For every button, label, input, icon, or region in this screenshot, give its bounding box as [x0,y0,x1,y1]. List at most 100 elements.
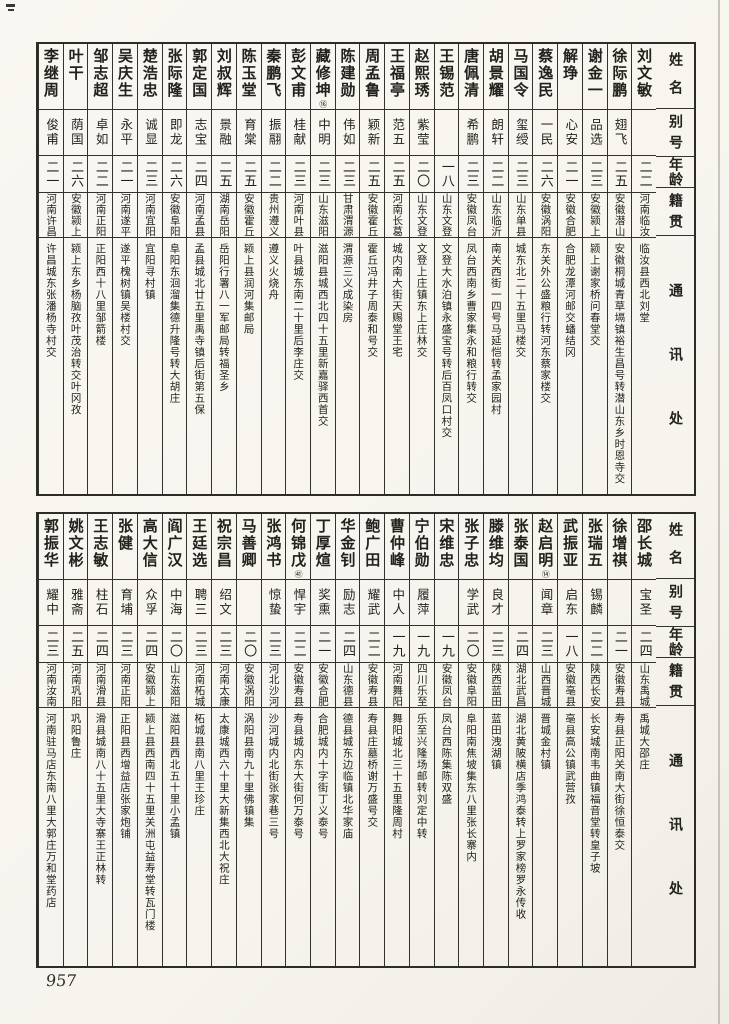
person-name: 吴庆生 [116,48,135,99]
person-name: 王志敏 [91,518,110,569]
person-age: 二五 [241,160,257,188]
address-cell: 文登上庄镇东上庄林交 [410,238,434,494]
age-cell: 一九 [409,626,434,663]
age-cell: 一八 [558,626,582,663]
person-alias: 宝圣 [637,588,653,617]
address-cell: 南关西街一四号马延恺转孟家园村 [484,238,508,494]
person-address: 颍上县西南四十五里关洲屯益寿堂转瓦门楼 [143,713,156,932]
person-native-place: 山东文登 [440,193,453,237]
address-cell: 凤台西陈集陈双盛 [435,708,459,966]
name-text-wrap: 马国令 [512,48,530,99]
header-native-label: 籍贯 [656,188,694,236]
alias-cell: 志宝 [187,110,212,156]
person-name: 叶干 [66,48,85,82]
header-alias-label: 别号 [656,579,694,627]
alias-cell: 众孚 [137,580,162,626]
native-place-cell: 河南正阳 [88,193,113,238]
native-place-cell: 山东文登 [409,193,434,238]
name-cell: 徐增祺 [607,514,632,580]
entry-column: 华金钊 励志 二四 山东德县 德县城东边临镇北华家庙 [334,514,360,966]
header-native-text: 籍贯 [667,193,683,235]
header-address-label: 通讯处 [656,706,694,966]
person-alias: 惊蛰 [266,588,282,617]
address-cell: 滋阳县城西北四十五里新嘉驿西首交 [311,238,335,494]
person-alias: 景融 [217,118,233,147]
name-cell: 彭文甫 [286,44,310,110]
person-name: 刘文敏 [635,48,654,99]
alias-cell [434,110,459,156]
person-alias: 永平 [118,118,134,147]
name-cell: 李继周 [39,44,63,110]
entry-column: 彭文甫 桂献 二三 河南叶县 叶县城东南二十里后李庄交 [285,44,310,494]
alias-cell: 绍文 [212,580,236,626]
person-native-place: 山西晋城 [539,663,552,707]
entry-column: 解琤 心安 二一 安徽合肥 合肥龙潭河邮交蟠结冈 [557,44,582,494]
age-cell: 二五 [63,626,88,663]
address-cell: 阜阳东洄溜集德升隆号转大胡庄 [163,238,187,494]
person-address: 安徽桐城青草塥镇裕生昌号转潜山东乡时恩寺交 [613,243,626,485]
person-native-place: 河南太康 [218,663,231,707]
person-address: 合肥龙潭河邮交蟠结冈 [563,243,576,358]
address-cell: 正阳西十八里邹箭楼 [88,238,112,494]
entry-column: 何锦戊㊶ 悍宇 二二 安徽寿县 寿县城内东大街何万泰号 [285,514,310,966]
person-native-place: 甘肃渭源 [341,193,354,237]
person-alias: 心安 [563,118,579,147]
address-cell: 合肥龙潭河邮交蟠结冈 [558,238,582,494]
person-name: 鲍广田 [363,518,382,569]
header-native-text: 籍贯 [667,663,683,705]
person-alias: 励志 [340,588,356,617]
age-cell: 二〇 [162,626,187,663]
age-cell: 二五 [236,156,261,193]
alias-cell: 俊甫 [39,110,63,156]
age-cell: 二三 [483,626,508,663]
entry-column: 徐增祺 二一 安徽寿县 寿县正阳关南大街徐恒泰交 [606,514,632,966]
name-text-wrap: 吴庆生 [116,48,135,99]
address-cell: 临汝县西北刘堂 [632,238,656,494]
person-name: 张际隆 [165,48,184,99]
person-alias: 范五 [390,118,406,147]
alias-cell: 锡麟 [582,580,607,626]
alias-cell: 聘三 [187,580,212,626]
entry-column: 张健 育埔 二三 河南正阳 正阳县西增益店张家炮铺 [112,514,137,966]
person-address: 阜阳南焦坡集东八里张长寨内 [465,713,478,863]
person-native-place: 河南孟县 [193,193,206,237]
name-text-wrap: 徐增祺 [610,518,629,569]
name-cell: 姚文彬 [63,514,88,580]
person-name: 徐增祺 [610,518,629,569]
person-name: 楚浩忠 [140,48,159,99]
name-text-wrap: 张泰国 [512,518,530,569]
address-cell: 河南驻马店东南八里大郭庄万和堂药店 [39,708,63,966]
person-alias: 伟如 [340,118,356,147]
name-cell: 王廷选 [187,514,212,580]
person-alias: 学武 [464,588,480,617]
person-name: 滕维均 [486,518,505,569]
address-cell: 巩阳鲁庄 [64,708,88,966]
alias-cell: 颖新 [360,110,385,156]
person-native-place: 山东滋阳 [317,193,330,237]
age-cell: 二二 [483,156,508,193]
person-age: 二二 [636,160,652,188]
person-age: 二三 [290,160,306,188]
person-native-place: 山东禹城 [638,663,651,707]
person-age: 二四 [636,630,652,658]
header-age-text: 年龄 [667,157,683,187]
native-place-cell: 安徽阜阳 [459,663,483,708]
person-name: 邵长城 [635,518,654,569]
age-cell: 二一 [113,156,137,193]
person-age: 二〇 [166,630,182,658]
name-text-wrap: 鲍广田 [363,518,382,569]
person-age: 二二 [265,160,281,188]
entry-column: 王福亭 范五 二五 河南长葛 城内南大街天赐堂王宅 [384,44,409,494]
alias-cell [434,580,459,626]
person-native-place: 河南叶县 [292,193,305,237]
person-alias: 中海 [167,588,183,617]
person-native-place: 安徽寿县 [613,663,626,707]
person-age: 二三 [488,630,504,658]
entry-column: 张际隆 即龙 二六 安徽阜阳 阜阳东洄溜集德升隆号转大胡庄 [161,44,187,494]
person-native-place: 河北沙河 [267,663,280,707]
entry-column: 曹仲峰 中人 一九 河南舞阳 舞阳城北三十五里隆周村 [384,514,409,966]
name-cell: 叶干 [63,44,88,110]
person-native-place: 安徽颍上 [588,193,601,237]
age-cell: 二二 [582,626,607,663]
name-text-wrap: 叶干 [66,48,85,82]
